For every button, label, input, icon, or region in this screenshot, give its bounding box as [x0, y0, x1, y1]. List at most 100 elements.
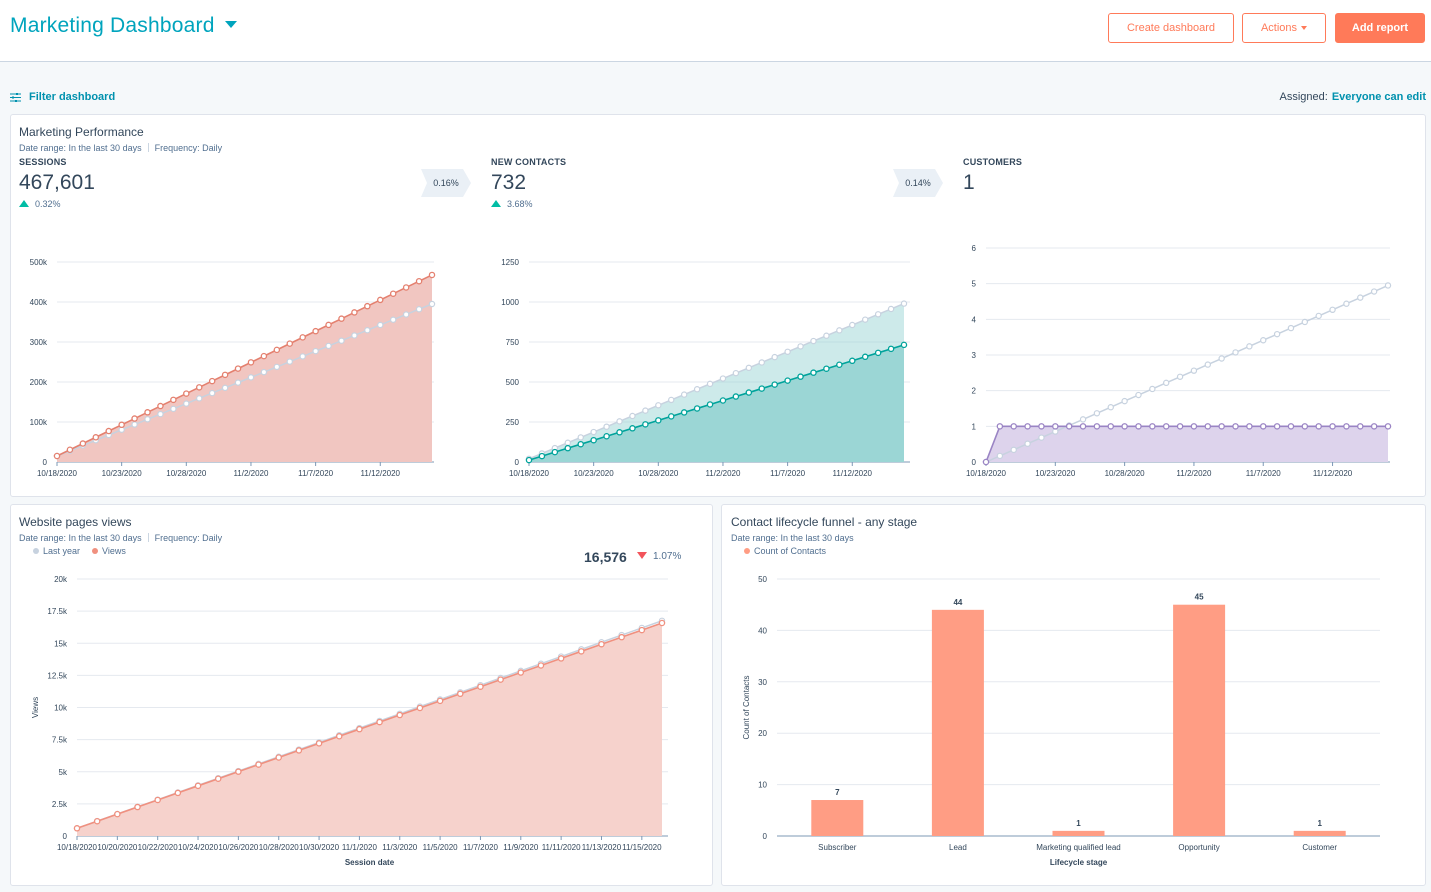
- y-tick-label: 3: [972, 351, 977, 360]
- kpi-value-new-contacts: 732: [491, 171, 527, 194]
- comparison-point: [1343, 300, 1350, 307]
- series-point: [66, 446, 74, 454]
- comparison-point: [183, 400, 190, 407]
- comparison-point: [887, 305, 895, 313]
- y-tick-label: 500: [506, 378, 520, 387]
- x-tick-label: 11/13/2020: [582, 843, 622, 852]
- card-meta: Date range: In the last 30 days: [731, 533, 854, 543]
- card-title[interactable]: Contact lifecycle funnel - any stage: [731, 515, 918, 529]
- series-point: [457, 690, 464, 698]
- comparison-point: [144, 416, 151, 423]
- x-tick-label: 10/23/2020: [102, 469, 143, 478]
- y-tick-label: 5: [972, 280, 977, 289]
- comparison-point: [1329, 306, 1336, 314]
- comparison-point: [1038, 434, 1045, 441]
- series-point: [221, 371, 229, 379]
- card-title[interactable]: Website pages views: [19, 515, 132, 529]
- series-point: [1204, 423, 1212, 430]
- add-report-button[interactable]: Add report: [1335, 13, 1425, 43]
- trend-down-icon: [637, 552, 647, 559]
- x-tick-label: Marketing qualified lead: [1036, 843, 1121, 852]
- kpi-label-customers: CUSTOMERS: [963, 157, 1023, 167]
- x-tick-label: 11/7/2020: [463, 843, 499, 852]
- x-tick-label: 10/20/2020: [97, 843, 138, 852]
- kpi-change-value: 0.32%: [35, 199, 61, 209]
- series-point: [1149, 423, 1156, 430]
- legend-item-views[interactable]: Views: [92, 546, 126, 556]
- y-tick-label: 400k: [30, 298, 48, 307]
- x-tick-label: 11/7/2020: [298, 469, 334, 478]
- series-point: [315, 740, 323, 747]
- x-tick-label: 10/18/2020: [509, 469, 550, 478]
- comparison-point: [221, 384, 229, 392]
- series-point: [638, 626, 646, 634]
- divider: [147, 533, 149, 542]
- conversion-rate-badge: 0.16%: [421, 169, 471, 197]
- comparison-point: [1024, 440, 1031, 447]
- x-tick-label: 11/12/2020: [1313, 469, 1353, 478]
- kpi-value-customers: 1: [963, 171, 975, 194]
- bar-data-label: 7: [835, 788, 840, 797]
- card-title[interactable]: Marketing Performance: [19, 125, 144, 139]
- comparison-point: [131, 421, 138, 428]
- series-point: [260, 352, 268, 360]
- series-point: [312, 327, 319, 335]
- y-tick-label: 4: [972, 315, 977, 324]
- x-tick-label: 11/3/2020: [382, 843, 418, 852]
- marketing-performance-card: Marketing Performance Date range: In the…: [10, 114, 1426, 497]
- series-area-fill: [986, 426, 1388, 462]
- series-point: [1343, 423, 1350, 430]
- series-point: [810, 369, 817, 376]
- y-tick-label: 20k: [54, 575, 68, 584]
- comparison-point: [1273, 330, 1281, 338]
- series-point: [377, 296, 384, 304]
- series-point: [79, 440, 87, 447]
- comparison-point: [564, 439, 571, 446]
- comparison-point: [616, 418, 623, 425]
- series-point: [1259, 423, 1267, 430]
- comparison-point: [1163, 379, 1170, 387]
- series-point: [1121, 423, 1128, 430]
- x-tick-label: 10/28/2020: [638, 469, 679, 478]
- kpi-value-sessions: 467,601: [19, 171, 95, 194]
- series-point: [874, 349, 882, 357]
- y-tick-label: 15k: [54, 639, 68, 648]
- y-tick-label: 6: [972, 244, 977, 253]
- series-point: [680, 409, 688, 416]
- series-point: [428, 271, 436, 279]
- x-tick-label: 10/24/2020: [178, 843, 219, 852]
- series-point: [1052, 423, 1059, 430]
- filter-dashboard-button[interactable]: Filter dashboard: [10, 91, 115, 103]
- bar-data-label: 44: [953, 598, 962, 607]
- legend-item-last-year[interactable]: Last year: [33, 546, 80, 556]
- comparison-point: [836, 327, 843, 334]
- actions-button[interactable]: Actions: [1242, 13, 1326, 43]
- comparison-point: [1315, 312, 1322, 320]
- views-total: 16,576: [584, 549, 627, 565]
- comparison-point: [1079, 416, 1087, 423]
- bar-data-label: 45: [1195, 593, 1204, 602]
- legend-item-count-of-contacts[interactable]: Count of Contacts: [744, 546, 826, 556]
- comparison-point: [1232, 349, 1239, 356]
- series-point: [247, 359, 255, 366]
- x-tick-label: 11/9/2020: [503, 843, 539, 852]
- create-dashboard-button[interactable]: Create dashboard: [1108, 13, 1234, 43]
- series-point: [286, 340, 294, 347]
- series-point: [1232, 423, 1239, 430]
- comparison-point: [1121, 397, 1128, 405]
- comparison-point: [849, 321, 856, 329]
- kpi-change-value: 3.68%: [507, 199, 533, 209]
- x-tick-label: 10/18/2020: [966, 469, 1007, 478]
- dashboard-selector[interactable]: Marketing Dashboard: [10, 14, 237, 38]
- series-point: [73, 825, 81, 832]
- series-point: [351, 309, 358, 316]
- lifecycle-funnel-card: Contact lifecycle funnel - any stage Dat…: [721, 504, 1426, 886]
- series-point: [255, 761, 262, 768]
- series-point: [797, 373, 804, 380]
- comparison-point: [390, 316, 397, 323]
- filter-bar: Filter dashboard Assigned: Everyone can e…: [10, 90, 1426, 106]
- x-tick-label: 11/12/2020: [833, 469, 873, 478]
- series-point: [364, 302, 371, 310]
- assigned-permission-link[interactable]: Everyone can edit: [1331, 91, 1426, 103]
- series-point: [114, 810, 121, 818]
